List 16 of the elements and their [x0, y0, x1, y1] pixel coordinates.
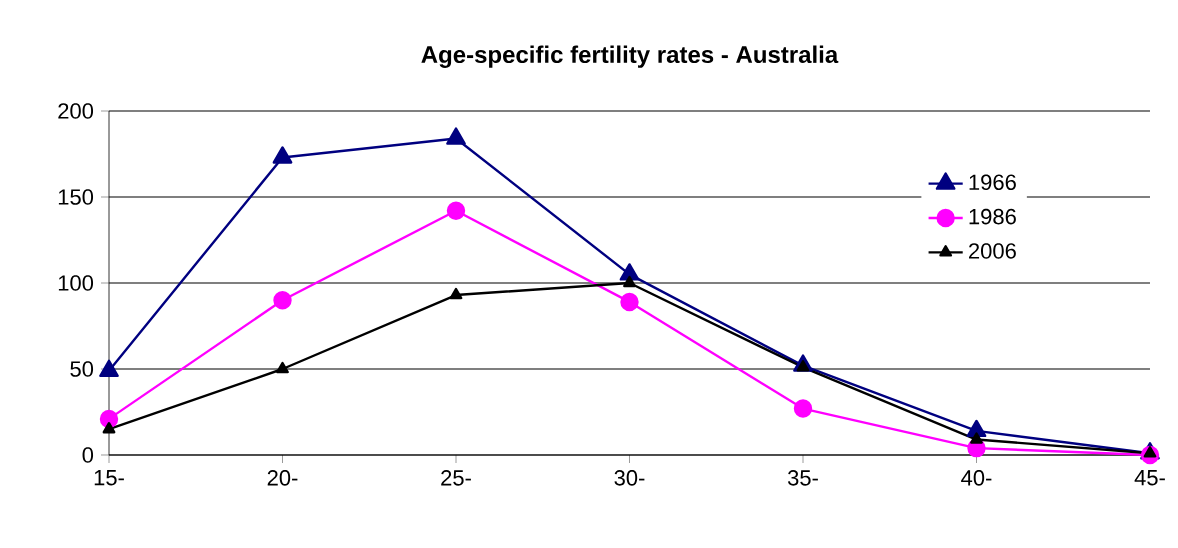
y-tick-label: 150: [58, 189, 94, 205]
x-tick-label: 40-: [961, 470, 992, 486]
legend-label: 1986: [969, 208, 1016, 225]
x-tick-label: 45-: [1134, 470, 1165, 486]
x-tick-label: 25-: [441, 470, 471, 486]
y-tick-label: 100: [58, 275, 94, 291]
chart-title: Age-specific fertility rates - Australia: [421, 45, 839, 68]
x-tick-label: 35-: [787, 470, 818, 486]
legend-label: 1966: [969, 174, 1016, 191]
x-tick-label: 20-: [267, 470, 298, 486]
y-tick-label: 200: [58, 103, 94, 119]
legend-label: 2006: [969, 243, 1016, 259]
y-tick-label: 0: [82, 447, 94, 463]
x-tick-label: 15-: [94, 470, 124, 486]
x-tick-label: 30-: [614, 470, 645, 486]
y-tick-label: 50: [70, 361, 94, 377]
